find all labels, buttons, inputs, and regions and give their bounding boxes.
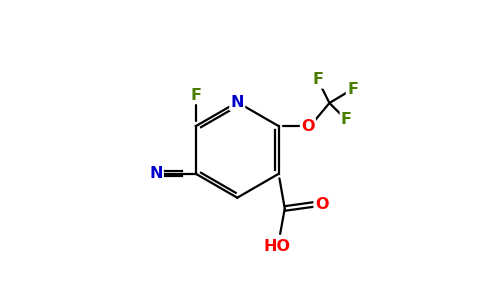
Text: F: F xyxy=(190,88,201,103)
Text: F: F xyxy=(341,112,352,128)
Text: HO: HO xyxy=(264,239,290,254)
Text: O: O xyxy=(315,197,329,212)
Text: F: F xyxy=(347,82,358,97)
Text: N: N xyxy=(230,95,244,110)
Text: N: N xyxy=(149,166,163,181)
Text: F: F xyxy=(312,72,323,87)
Text: O: O xyxy=(301,118,315,134)
